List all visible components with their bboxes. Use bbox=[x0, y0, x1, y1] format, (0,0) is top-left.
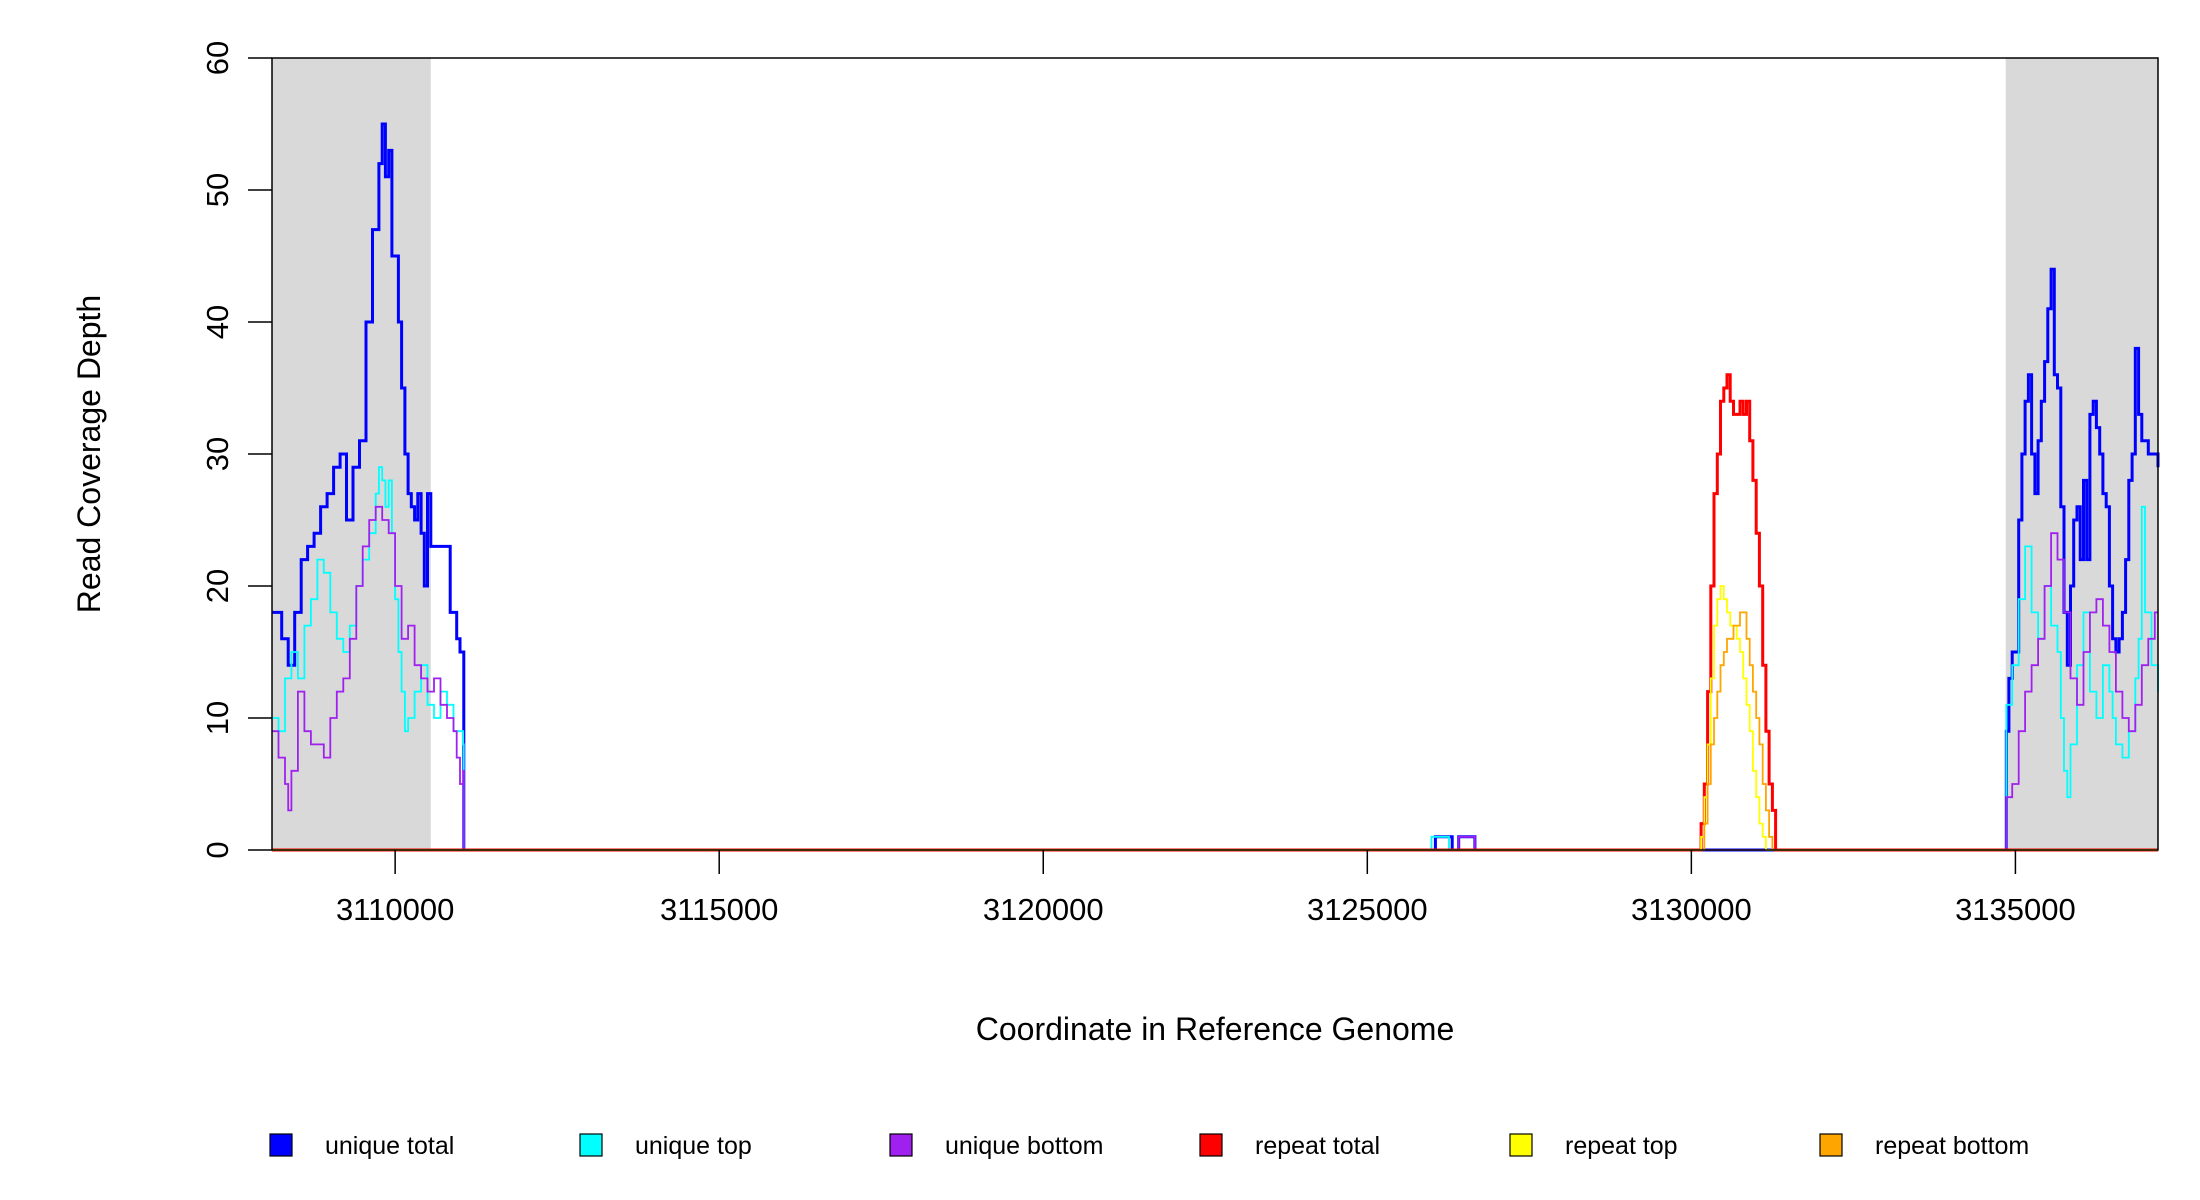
y-tick-label: 10 bbox=[200, 701, 235, 735]
legend-label: unique bottom bbox=[945, 1132, 1103, 1160]
legend-label: repeat total bbox=[1255, 1132, 1380, 1160]
y-axis-title: Read Coverage Depth bbox=[71, 295, 107, 613]
legend-label: repeat top bbox=[1565, 1132, 1678, 1160]
plot-frame bbox=[271, 57, 2159, 851]
series-line-repeat-top bbox=[272, 585, 2158, 851]
x-tick-label: 3130000 bbox=[1631, 892, 1752, 927]
x-axis-title: Coordinate in Reference Genome bbox=[976, 1011, 1455, 1047]
legend: unique total unique top unique bottom repea… bbox=[269, 1132, 2029, 1160]
series-line-repeat-bottom bbox=[272, 611, 2158, 851]
series-line-unique-bottom bbox=[272, 505, 2158, 851]
legend-label: unique top bbox=[635, 1132, 752, 1160]
x-tick-label: 3135000 bbox=[1955, 892, 2076, 927]
shaded-regions bbox=[272, 58, 2158, 850]
series-line-unique-top bbox=[272, 466, 2159, 851]
y-tick-label: 50 bbox=[200, 173, 235, 207]
series-line-repeat-total bbox=[272, 373, 2158, 852]
x-tick-label: 3115000 bbox=[660, 892, 778, 927]
series-line-unique-total bbox=[272, 122, 2160, 852]
y-axis: 0 10 20 30 40 50 60 bbox=[200, 41, 272, 859]
y-tick-label: 0 bbox=[200, 841, 235, 858]
legend-swatch bbox=[579, 1133, 603, 1157]
y-tick-label: 30 bbox=[200, 437, 235, 471]
legend-swatch bbox=[1509, 1133, 1533, 1157]
legend-label: repeat bottom bbox=[1875, 1132, 2029, 1160]
legend-swatch bbox=[269, 1133, 293, 1157]
x-axis: 3110000 3115000 3120000 3125000 3130000 31350… bbox=[336, 850, 2076, 927]
legend-label: unique total bbox=[325, 1132, 454, 1160]
legend-swatch bbox=[889, 1133, 913, 1157]
legend-swatch bbox=[1819, 1133, 1843, 1157]
legend-swatch bbox=[1199, 1133, 1223, 1157]
y-tick-label: 60 bbox=[200, 41, 235, 75]
y-tick-label: 20 bbox=[200, 569, 235, 603]
x-tick-label: 3110000 bbox=[336, 892, 454, 927]
y-tick-label: 40 bbox=[200, 305, 235, 339]
series-lines bbox=[272, 122, 2160, 852]
x-tick-label: 3120000 bbox=[983, 892, 1104, 927]
x-tick-label: 3125000 bbox=[1307, 892, 1428, 927]
